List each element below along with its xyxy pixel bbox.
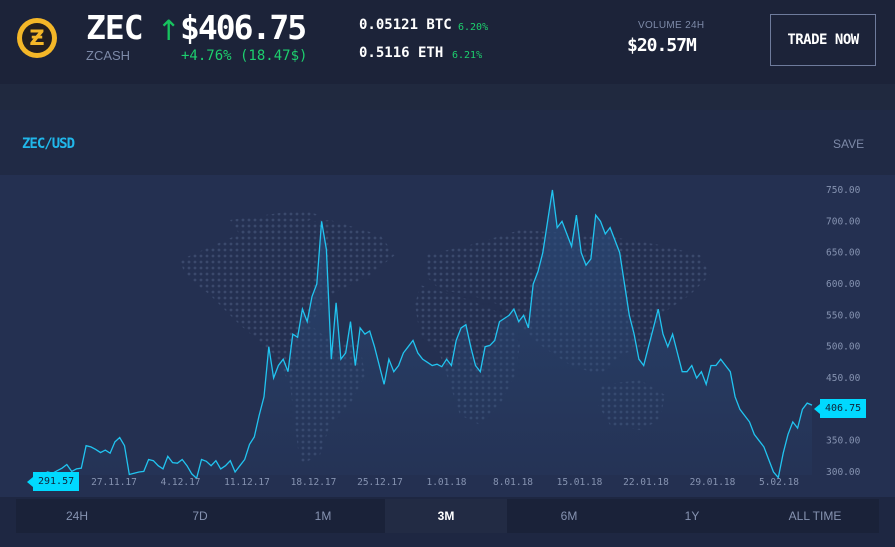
coin-name: ZCASH [86, 48, 131, 63]
price-line [37, 189, 813, 480]
tab-24h[interactable]: 24H [65, 509, 88, 523]
x-tick-label: 25.12.17 [357, 477, 403, 488]
tab-1m[interactable]: 1M [314, 509, 332, 523]
save-button[interactable]: SAVE [833, 137, 865, 151]
price-chart[interactable]: 750.00 700.00 650.00 600.00 550.00 500.00 450.… [0, 175, 895, 497]
tab-7d[interactable]: 7D [192, 509, 208, 523]
logo-glyph: Ƶ [22, 23, 52, 53]
volume-value: $20.57M [627, 35, 697, 56]
x-tick-label: 1.01.18 [426, 477, 466, 488]
x-tick-label: 15.01.18 [557, 477, 603, 488]
tab-3m[interactable]: 3M [385, 499, 507, 533]
y-tick-label: 500.00 [826, 342, 861, 353]
price-area [38, 190, 812, 479]
pair-title: ZEC/USD [22, 136, 75, 152]
x-tick-label: 22.01.18 [623, 477, 669, 488]
x-tick-label: 27.11.17 [91, 477, 137, 488]
x-tick-label: 18.12.17 [291, 477, 337, 488]
tab-all-time[interactable]: ALL TIME [788, 509, 842, 523]
zcash-logo-icon: Ƶ [17, 18, 57, 58]
y-tick-label: 700.00 [826, 216, 861, 227]
x-tick-label: 4.12.17 [160, 477, 200, 488]
y-tick-label: 300.00 [826, 467, 861, 478]
current-price: $406.75 [180, 8, 307, 47]
header-divider [0, 84, 895, 110]
y-tick-label: 650.00 [826, 248, 861, 259]
price-change: +4.76% (18.47$) [181, 48, 308, 64]
y-tick-label: 600.00 [826, 279, 861, 290]
chart-panel-header [0, 110, 895, 175]
y-tick-label: 450.00 [826, 373, 861, 384]
tab-1y[interactable]: 1Y [684, 509, 700, 523]
x-tick-label: 11.12.17 [224, 477, 270, 488]
y-tick-label: 350.00 [826, 436, 861, 447]
current-price-label: 406.75 [813, 399, 867, 418]
volume-label: VOLUME 24H [638, 20, 705, 31]
range-tabs: 24H 7D 1M 3M 6M 1Y ALL TIME [16, 499, 879, 533]
btc-change: 6.20% [458, 22, 489, 33]
price-chart-svg: 750.00 700.00 650.00 600.00 550.00 500.00 450.… [37, 185, 861, 488]
btc-rate: 0.05121 BTC [359, 17, 452, 33]
price-up-arrow-icon: ↑ [157, 14, 181, 47]
ticker-header: Ƶ ZEC ZCASH ↑ $406.75 +4.76% (18.47$) 0.… [0, 0, 895, 84]
eth-change: 6.21% [452, 50, 483, 61]
x-tick-label: 5.02.18 [759, 477, 799, 488]
tab-6m[interactable]: 6M [560, 509, 578, 523]
x-tick-label: 8.01.18 [493, 477, 533, 488]
footer-spacer [0, 533, 895, 547]
trade-now-button[interactable]: TRADE NOW [770, 14, 876, 66]
eth-rate: 0.5116 ETH [359, 45, 444, 61]
coin-symbol: ZEC [86, 8, 144, 47]
y-tick-label: 550.00 [826, 310, 861, 321]
x-tick-label: 29.01.18 [690, 477, 736, 488]
start-price-label: 291.57 [26, 472, 80, 491]
y-tick-label: 750.00 [826, 185, 861, 196]
